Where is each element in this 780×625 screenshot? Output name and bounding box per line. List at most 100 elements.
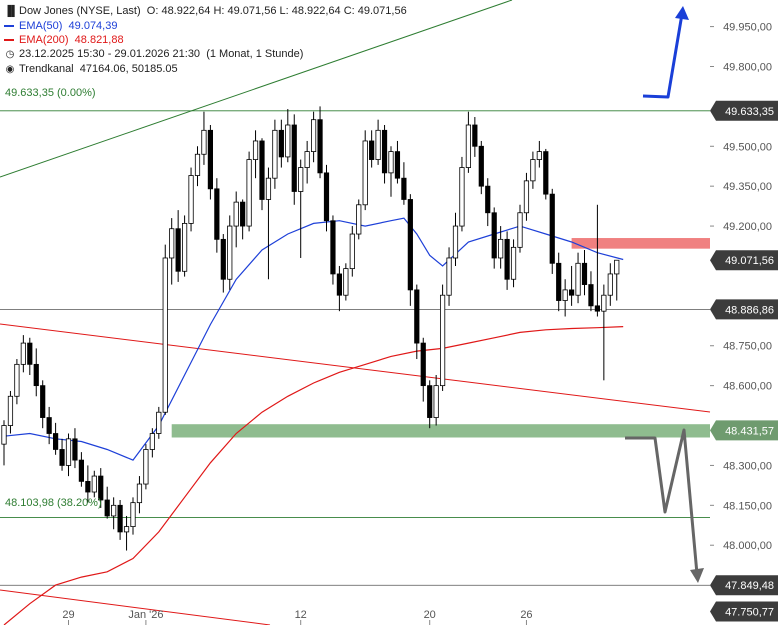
candle-22 [143, 444, 149, 490]
candle-body-13 [85, 480, 91, 493]
candle-body-79 [510, 246, 517, 280]
candle-86 [556, 252, 562, 312]
candle-30 [194, 146, 201, 187]
candle-body-88 [569, 289, 575, 296]
candle-59 [381, 125, 388, 184]
legend-channel-row[interactable]: ◉ Trendkanal 47164.06, 50185.05 [4, 62, 407, 77]
ema50-line [3, 217, 624, 461]
candle-body-69 [446, 257, 452, 296]
price-tag-bg-0 [710, 100, 778, 121]
candle-body-0 [1, 425, 7, 445]
candle-56 [362, 130, 368, 211]
candle-body-10 [65, 438, 72, 466]
candle-body-38 [246, 159, 252, 227]
candle-21 [136, 476, 143, 514]
candle-19 [123, 515, 130, 551]
resistance-zone [571, 238, 710, 249]
candle-15 [98, 468, 104, 508]
candle-body-72 [465, 124, 472, 168]
candle-28 [181, 215, 188, 277]
candle-27 [175, 210, 181, 282]
candle-65 [420, 337, 426, 402]
candle-body-62 [401, 177, 407, 200]
ema200-line [3, 326, 624, 625]
candle-body-90 [581, 262, 588, 285]
candle-52 [336, 265, 343, 312]
candle-8 [53, 422, 59, 455]
candle-body-71 [459, 167, 465, 227]
support-zone [171, 424, 710, 438]
candle-16 [104, 486, 110, 519]
candle-body-65 [420, 342, 426, 387]
candle-25 [162, 244, 168, 415]
candle-9 [59, 438, 65, 471]
candle-51 [330, 215, 336, 285]
legend-ema200-row[interactable]: EMA(200) 48.821,88 [4, 33, 407, 47]
candle-14 [91, 470, 97, 498]
price-tag-label-1: 49.071,56 [725, 255, 774, 267]
candle-body-5 [33, 363, 39, 387]
candle-24 [156, 406, 162, 439]
x-tick-label-1: Jan '26 [128, 609, 163, 621]
candle-body-7 [46, 417, 52, 434]
fib-level-label: 48.103,98 (38.20%) [5, 497, 102, 509]
candle-74 [478, 140, 484, 195]
candle-62 [401, 162, 407, 205]
candle-body-63 [407, 199, 413, 291]
candle-body-15 [98, 475, 104, 501]
bearish-scenario-line [625, 428, 699, 575]
legend-instrument: Dow Jones (NYSE, Last) [19, 5, 141, 17]
candle-body-93 [601, 294, 607, 312]
chart-legend: ▐▌Dow Jones (NYSE, Last) O: 48.922,64 H:… [4, 4, 407, 77]
legend-channel-label: Trendkanal [19, 63, 74, 75]
legend-range-row: ◷ 23.12.2025 15:30 - 29.01.2026 21:30 (1 … [4, 47, 407, 62]
candle-84 [543, 148, 549, 200]
candle-body-49 [317, 119, 323, 174]
candle-body-6 [40, 385, 46, 418]
x-tick-label-4: 26 [520, 609, 532, 621]
candle-body-32 [207, 129, 213, 190]
candle-89 [575, 252, 581, 304]
candle-body-83 [536, 151, 542, 160]
legend-range-detail: (1 Monat, 1 Stunde) [206, 48, 304, 60]
candle-93 [601, 284, 607, 381]
candle-48 [310, 111, 317, 163]
candle-66 [427, 380, 433, 429]
candle-3 [20, 335, 26, 373]
candle-17 [111, 497, 117, 530]
candle-body-17 [111, 504, 117, 517]
candle-85 [549, 188, 555, 274]
candle-34 [220, 234, 226, 293]
candle-87 [562, 279, 568, 317]
legend-range: 23.12.2025 15:30 - 29.01.2026 21:30 [19, 48, 201, 60]
bearish-arrowhead [690, 568, 704, 583]
candle-55 [356, 199, 362, 240]
candle-body-60 [388, 151, 394, 174]
candle-body-39 [252, 140, 259, 160]
price-tag-label-2: 48.886,86 [725, 304, 774, 316]
candle-43 [278, 119, 284, 168]
candle-body-80 [517, 212, 523, 248]
candle-78 [504, 231, 510, 290]
candle-80 [517, 204, 523, 253]
candle-body-45 [291, 124, 297, 192]
candle-88 [569, 265, 575, 306]
legend-ema50-row[interactable]: EMA(50) 49.074,39 [4, 19, 407, 33]
x-tick-label-2: 12 [295, 609, 307, 621]
candle-body-27 [175, 228, 181, 272]
legend-ema200-label: EMA(200) [19, 34, 69, 46]
candle-body-14 [91, 475, 97, 493]
candle-body-92 [594, 305, 601, 312]
candle-body-9 [59, 449, 65, 466]
price-tag-bg-4 [710, 575, 778, 596]
candle-body-28 [181, 223, 188, 272]
candle-50 [323, 164, 330, 232]
legend-channel-values: 47164.06, 50185.05 [79, 63, 178, 75]
candle-5 [33, 348, 39, 397]
clock-icon: ◷ [5, 49, 15, 60]
bullish-arrowhead [675, 6, 689, 20]
y-tick-label-6: 48.600,00 [723, 381, 772, 393]
candle-94 [607, 263, 613, 306]
